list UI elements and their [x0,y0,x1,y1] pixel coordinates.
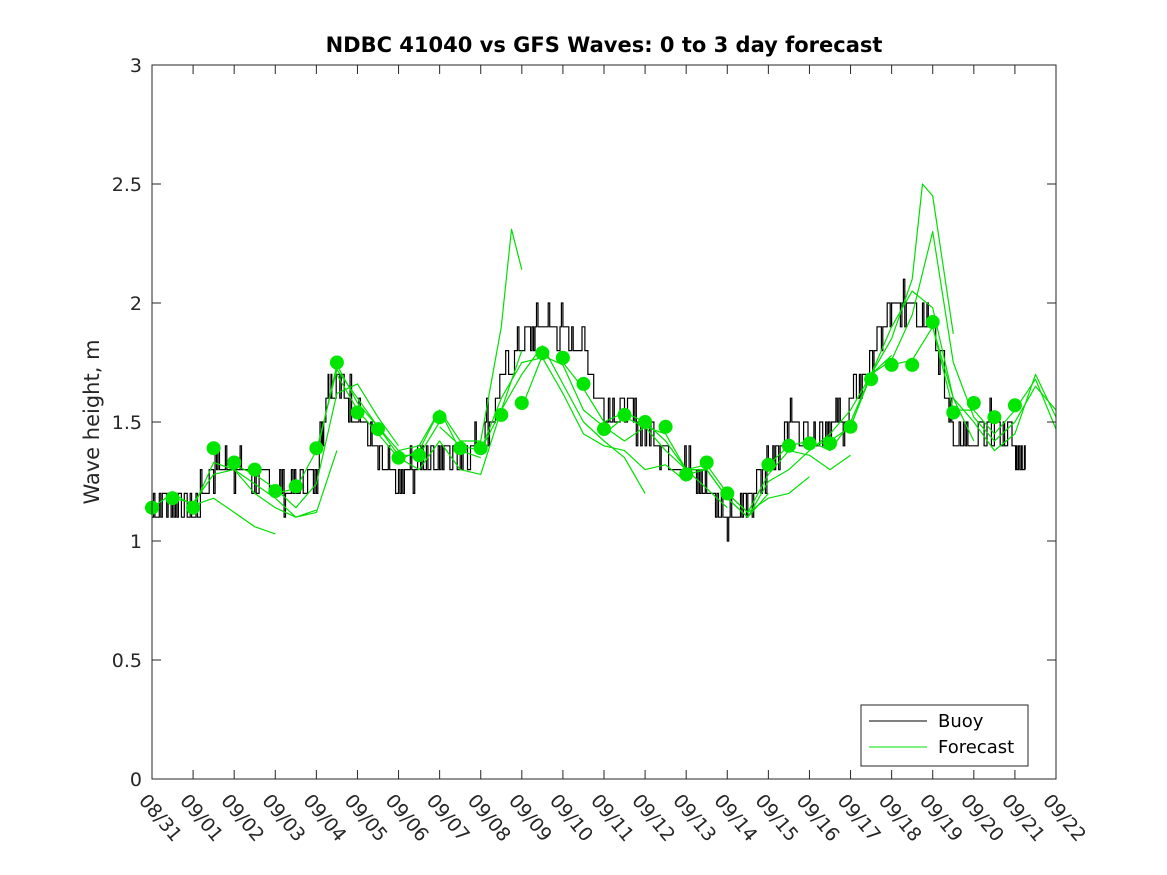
forecast-marker-16 [473,441,488,456]
forecast-marker-20 [555,350,570,365]
forecast-marker-3 [206,441,221,456]
forecast-marker-5 [247,462,262,477]
forecast-marker-12 [391,450,406,465]
forecast-marker-27 [699,455,714,470]
forecast-marker-23 [617,407,632,422]
forecast-marker-41 [1007,398,1022,413]
forecast-marker-33 [843,419,858,434]
forecast-marker-34 [864,372,879,387]
forecast-run-line-3 [233,383,399,509]
forecast-marker-21 [576,376,591,391]
y-tick-label-0: 0 [130,769,142,791]
forecast-run-line-16 [809,183,954,447]
forecast-run-line-6 [336,350,523,475]
legend-buoy-label: Buoy [938,711,984,732]
y-tick-label-2: 1 [130,531,142,553]
forecast-marker-18 [514,396,529,410]
forecast-marker-8 [309,441,324,456]
forecast-run-line-9 [480,357,687,482]
forecast-marker-15 [453,441,468,456]
forecast-run-line-13 [686,354,893,518]
forecast-marker-38 [946,405,961,420]
forecast-marker-13 [412,448,427,463]
forecast-marker-28 [720,486,735,501]
y-tick-label-1: 0.5 [112,650,142,672]
forecast-marker-14 [432,410,447,425]
forecast-marker-26 [679,467,694,482]
forecast-marker-36 [905,357,920,372]
forecast-marker-10 [350,405,365,420]
forecast-marker-39 [966,396,981,410]
forecast-marker-11 [371,422,385,437]
legend: Buoy Forecast [860,704,1029,767]
legend-forecast-label: Forecast [938,737,1014,758]
forecast-run-line-10 [521,354,728,509]
forecast-marker-24 [638,415,653,429]
forecast-marker-29 [761,457,776,472]
y-tick-label-4: 2 [130,293,142,315]
forecast-marker-1 [165,491,180,506]
forecast-marker-4 [227,455,242,470]
buoy-series-line [152,278,1026,542]
y-axis-label: Wave height, m [80,339,104,504]
forecast-marker-32 [823,436,837,451]
forecast-marker-31 [802,436,817,451]
forecast-marker-35 [884,357,899,372]
forecast-marker-19 [535,346,550,360]
forecast-marker-2 [186,500,201,515]
data-layer [145,183,1057,542]
forecast-run-line-7 [398,228,523,461]
forecast-marker-17 [494,407,509,422]
forecast-marker-7 [288,479,303,494]
forecast-run-line-2 [192,450,338,518]
y-tick-label-5: 2.5 [112,174,142,196]
chart-title: NDBC 41040 vs GFS Waves: 0 to 3 day fore… [326,33,883,57]
forecast-marker-30 [781,438,796,453]
legend-box [860,704,1029,767]
forecast-marker-6 [268,484,283,498]
forecast-marker-40 [987,410,1002,425]
forecast-run-line-5 [315,364,481,459]
forecast-marker-25 [658,419,673,434]
forecast-run-line-18 [891,326,1057,452]
forecast-marker-22 [597,422,611,437]
forecast-marker-37 [925,315,940,329]
y-tick-label-6: 3 [130,55,142,77]
forecast-marker-9 [329,355,344,370]
forecast-run-line-1 [172,469,317,518]
y-tick-label-3: 1.5 [112,412,142,434]
